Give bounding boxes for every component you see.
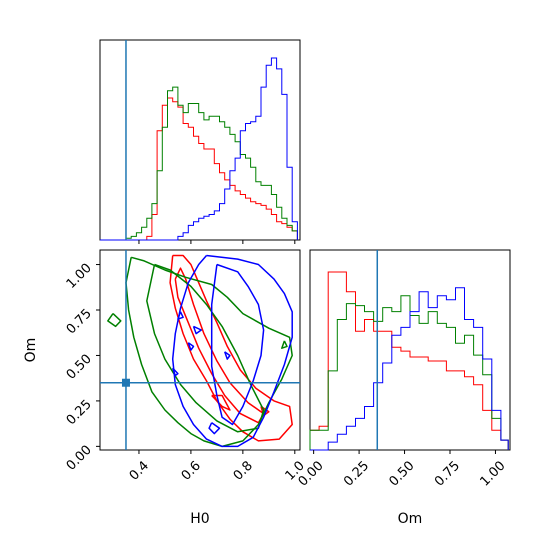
- om-hist-red-series: [309, 271, 509, 450]
- contour-green-0: [125, 256, 293, 448]
- om-hist-green-series: [309, 295, 509, 450]
- contour-blue-6: [223, 351, 231, 360]
- contour-blue-0: [171, 254, 293, 448]
- contour-red-3: [260, 405, 270, 417]
- om-axis-label-x: Om: [398, 511, 423, 527]
- joint-y-ticks: 0.00 0.25 0.50 0.75 1.00: [64, 261, 100, 474]
- contour-green-3: [281, 340, 288, 349]
- om-hist-tick-label: 0.50: [387, 458, 418, 489]
- contour-blue-5: [208, 422, 221, 435]
- h0-hist-green-series: [100, 86, 298, 241]
- joint-truth-marker: [121, 378, 130, 387]
- joint-y-tick-label: 0.00: [64, 443, 95, 474]
- joint-frame: [99, 249, 301, 451]
- contour-green-1: [146, 263, 265, 433]
- joint-panel: 0.4 0.6 0.8 1.0 0.000.250.500.751.00 H0 Om: [23, 249, 308, 527]
- om-histogram-ticks: 0.00 0.25 0.50 0.75 1.00: [296, 450, 509, 490]
- h0-histogram-plot: [100, 40, 298, 241]
- om-histogram-plot: [309, 250, 509, 451]
- contour-green-2: [107, 313, 122, 328]
- joint-x-ticks: 0.4 0.6 0.8 1.0: [127, 450, 308, 484]
- joint-y-tick-label: 0.75: [64, 306, 95, 337]
- joint-y-tick-label: 0.50: [64, 352, 95, 383]
- h0-axis-label: H0: [190, 511, 209, 527]
- h0-histogram-ticks: [138, 240, 296, 244]
- om-histogram-panel: 0.00 0.25 0.50 0.75 1.00 Om: [296, 249, 511, 527]
- om-hist-blue-series: [310, 287, 509, 451]
- contour-blue-4: [171, 367, 179, 377]
- contour-blue-2: [192, 325, 203, 335]
- om-hist-tick-label: 1.00: [477, 458, 508, 489]
- joint-x-tick-label: 0.8: [231, 458, 256, 483]
- contour-blue-3: [177, 311, 184, 320]
- om-histogram-frame: [309, 249, 511, 451]
- contour-red-0: [169, 254, 293, 442]
- joint-y-tick-label: 0.25: [64, 397, 95, 428]
- joint-y-tick-label: 1.00: [64, 261, 95, 292]
- om-hist-tick-label: 0.75: [432, 458, 463, 489]
- joint-contour-plot: [100, 250, 300, 450]
- h0-hist-blue-series: [100, 57, 298, 241]
- h0-histogram-panel: [99, 39, 301, 244]
- h0-histogram-frame: [99, 39, 301, 241]
- h0-hist-red-series: [100, 97, 298, 241]
- om-hist-tick-label: 0.25: [341, 458, 372, 489]
- contour-blue-1: [210, 263, 265, 426]
- joint-x-tick-label: 0.6: [179, 458, 204, 483]
- om-axis-label-y: Om: [23, 338, 39, 363]
- contour-blue-7: [187, 342, 195, 351]
- joint-x-tick-label: 0.4: [127, 458, 152, 483]
